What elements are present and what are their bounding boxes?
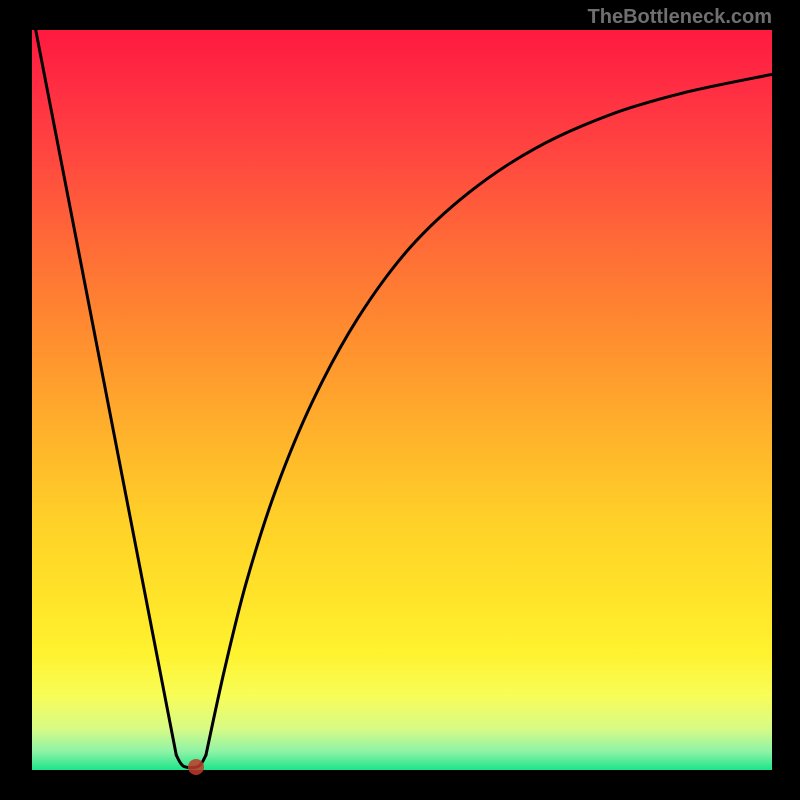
chart-container: TheBottleneck.com [0, 0, 800, 800]
watermark-text: TheBottleneck.com [588, 6, 772, 29]
bottleneck-curve [32, 30, 772, 770]
plot-area [32, 30, 772, 770]
optimum-marker-dot [188, 759, 204, 775]
